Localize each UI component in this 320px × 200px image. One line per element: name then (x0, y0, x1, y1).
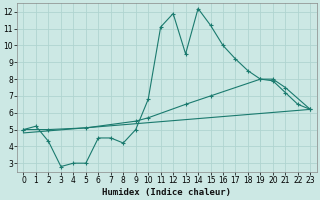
X-axis label: Humidex (Indice chaleur): Humidex (Indice chaleur) (102, 188, 231, 197)
